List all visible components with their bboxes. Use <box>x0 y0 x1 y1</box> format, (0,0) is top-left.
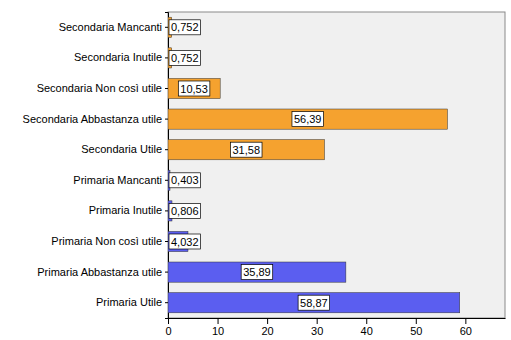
y-tick: Secondaria Inutile <box>74 51 168 63</box>
x-tick-mark <box>267 318 268 324</box>
x-axis-line <box>169 318 506 319</box>
data-label-box <box>169 234 201 249</box>
y-tick: Secondaria Non così utile <box>37 82 168 94</box>
bar <box>168 109 447 129</box>
data-label-text: 0,752 <box>171 52 199 64</box>
bar <box>168 78 220 98</box>
data-label: 0,806 <box>169 203 201 218</box>
y-tick-label: Primaria Mancanti <box>73 174 162 186</box>
x-tick-label: 30 <box>311 325 323 337</box>
data-label-box <box>169 203 201 218</box>
data-label: 56,39 <box>292 112 324 127</box>
y-tick-label: Secondaria Inutile <box>74 51 162 63</box>
y-tick-mark <box>165 149 168 150</box>
y-tick-mark <box>165 241 168 242</box>
y-axis: Secondaria Mancanti Secondaria Inutile Sec… <box>23 13 169 319</box>
data-label-text: 31,58 <box>232 144 260 156</box>
y-tick-mark <box>165 57 168 58</box>
y-tick: Secondaria Utile <box>81 143 168 155</box>
y-tick: Primaria Mancanti <box>73 174 168 186</box>
y-tick-mark <box>165 27 168 28</box>
y-tick-mark <box>165 119 168 120</box>
data-label-box <box>241 265 273 280</box>
data-label: 35,89 <box>241 265 273 280</box>
y-tick: Secondaria Mancanti <box>59 21 168 33</box>
x-tick-label: 60 <box>460 325 472 337</box>
y-tick-mark <box>165 180 168 181</box>
data-label-text: 58,87 <box>300 297 328 309</box>
y-tick-mark <box>165 272 168 273</box>
data-label-box <box>178 81 210 96</box>
data-label-box <box>298 295 330 310</box>
x-tick-label: 50 <box>410 325 422 337</box>
y-tick-label: Secondaria Abbastanza utile <box>23 113 162 125</box>
x-tick-mark <box>366 318 367 324</box>
y-tick-label: Primaria Non così utile <box>51 235 162 247</box>
data-label-text: 4,032 <box>171 236 199 248</box>
data-label: 31,58 <box>230 142 262 157</box>
data-label-box <box>169 20 201 35</box>
data-label-text: 0,752 <box>171 21 199 33</box>
data-label: 0,752 <box>169 20 201 35</box>
y-tick: Primaria Non così utile <box>51 235 168 247</box>
x-tick: 10 <box>212 318 224 337</box>
x-tick: 40 <box>361 318 373 337</box>
x-tick-label: 0 <box>165 325 171 337</box>
y-tick: Primaria Inutile <box>89 204 168 216</box>
data-label-box <box>169 173 201 188</box>
x-tick: 0 <box>165 318 171 337</box>
y-axis-line <box>165 13 169 319</box>
x-tick-mark <box>465 318 466 324</box>
data-label-box <box>169 50 201 65</box>
x-tick: 30 <box>311 318 323 337</box>
x-tick: 60 <box>460 318 472 337</box>
y-tick: Primaria Utile <box>96 296 168 308</box>
y-tick-mark <box>165 210 168 211</box>
y-tick-mark <box>165 88 168 89</box>
data-label-text: 0,403 <box>171 174 199 186</box>
y-tick: Primaria Abbastanza utile <box>37 266 168 278</box>
y-tick-label: Primaria Abbastanza utile <box>37 266 162 278</box>
data-label-text: 35,89 <box>243 266 271 278</box>
bars <box>168 17 460 313</box>
data-label: 4,032 <box>169 234 201 249</box>
data-label-box <box>292 112 324 127</box>
y-tick-label: Secondaria Utile <box>81 143 162 155</box>
y-tick-label: Secondaria Non così utile <box>37 82 162 94</box>
data-label-text: 0,806 <box>171 205 199 217</box>
bar <box>168 262 346 282</box>
chart: 0102030405060Secondaria MancantiSecondar… <box>0 0 511 340</box>
bar <box>168 140 325 160</box>
data-labels: 0,752 0,752 10,53 56,39 31,58 0,403 0,806 4,032… <box>169 20 330 310</box>
y-tick-label: Primaria Utile <box>96 296 162 308</box>
y-tick-label: Primaria Inutile <box>89 204 162 216</box>
data-label: 0,752 <box>169 50 201 65</box>
x-tick-label: 10 <box>212 325 224 337</box>
plot-background <box>168 12 505 318</box>
data-label-text: 56,39 <box>294 113 322 125</box>
x-axis: 0 10 20 30 40 50 60 <box>165 318 505 337</box>
y-tick: Secondaria Abbastanza utile <box>23 113 168 125</box>
data-label-text: 10,53 <box>180 83 208 95</box>
plot: 0102030405060Secondaria MancantiSecondar… <box>23 12 506 337</box>
x-tick-label: 20 <box>261 325 273 337</box>
x-tick: 50 <box>410 318 422 337</box>
bar <box>168 293 460 313</box>
x-tick: 20 <box>261 318 273 337</box>
x-tick-mark <box>416 318 417 324</box>
x-tick-mark <box>317 318 318 324</box>
y-tick-label: Secondaria Mancanti <box>59 21 162 33</box>
y-tick-mark <box>165 302 168 303</box>
x-tick-mark <box>218 318 219 324</box>
data-label: 10,53 <box>178 81 210 96</box>
data-label: 0,403 <box>169 173 201 188</box>
x-tick-label: 40 <box>361 325 373 337</box>
data-label-box <box>230 142 262 157</box>
data-label: 58,87 <box>298 295 330 310</box>
